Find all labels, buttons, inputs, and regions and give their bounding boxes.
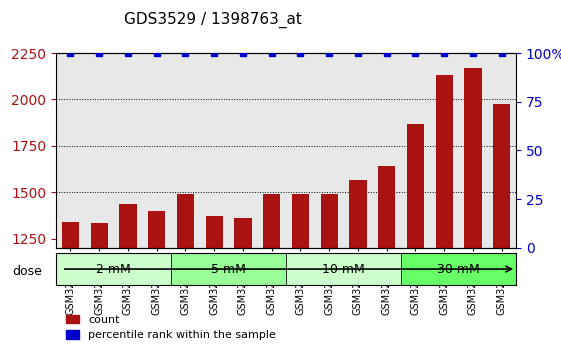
Bar <box>435 75 453 354</box>
FancyBboxPatch shape <box>171 253 286 285</box>
Bar <box>62 222 79 354</box>
Bar <box>263 194 280 354</box>
Text: dose: dose <box>12 266 42 278</box>
Bar <box>493 104 511 354</box>
Bar <box>350 180 366 354</box>
FancyBboxPatch shape <box>286 253 401 285</box>
Bar <box>320 194 338 354</box>
FancyBboxPatch shape <box>401 253 516 285</box>
Text: GDS3529 / 1398763_at: GDS3529 / 1398763_at <box>124 12 302 28</box>
Bar <box>90 223 108 354</box>
Bar <box>378 166 396 354</box>
FancyBboxPatch shape <box>56 253 171 285</box>
Bar <box>205 216 223 354</box>
Bar <box>119 204 136 354</box>
Legend: count, percentile rank within the sample: count, percentile rank within the sample <box>62 310 280 345</box>
Bar <box>465 68 481 354</box>
Text: 30 mM: 30 mM <box>437 263 480 275</box>
Bar <box>292 194 309 354</box>
Bar <box>234 218 251 354</box>
Text: 5 mM: 5 mM <box>211 263 246 275</box>
Text: 2 mM: 2 mM <box>96 263 131 275</box>
Text: 10 mM: 10 mM <box>322 263 365 275</box>
Bar <box>148 211 165 354</box>
Bar <box>177 194 194 354</box>
Bar <box>407 124 424 354</box>
